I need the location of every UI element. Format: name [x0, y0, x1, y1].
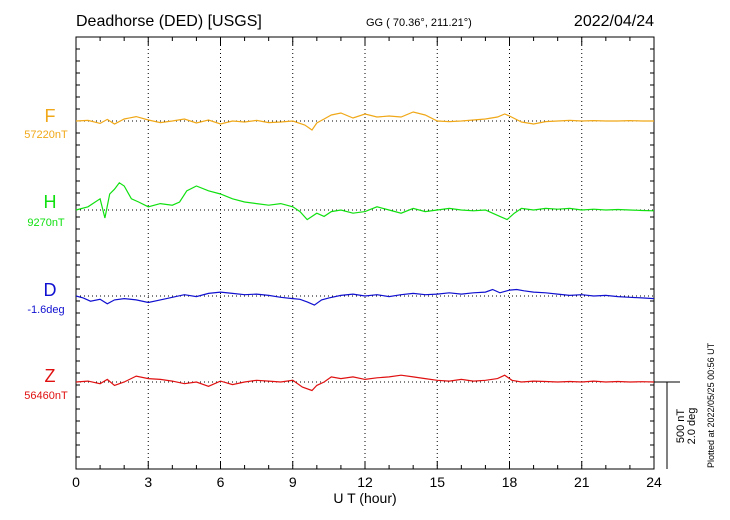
x-tick-label-21: 21	[574, 474, 590, 490]
axis-ticks	[75, 37, 655, 469]
series-baseline-value-D: -1.6deg	[27, 304, 64, 316]
series-line-Z	[75, 374, 655, 392]
series-line-D	[75, 288, 655, 306]
series-baseline-value-F: 57220nT	[24, 129, 68, 141]
x-tick-label-15: 15	[429, 474, 445, 490]
station-coordinates: GG ( 70.36°, 211.21°)	[366, 17, 472, 29]
scale-bar: 500 nT 2.0 deg	[654, 381, 698, 469]
series-baseline-value-Z: 56460nT	[24, 390, 68, 402]
x-tick-label-3: 3	[144, 474, 152, 490]
x-tick-label-24: 24	[646, 474, 662, 490]
chart-date: 2022/04/24	[574, 13, 654, 30]
scale-bar-deg-label: 2.0 deg	[686, 408, 698, 445]
x-tick-label-0: 0	[72, 474, 80, 490]
scale-bar-nt-label: 500 nT	[675, 409, 687, 444]
series-name-D: D	[44, 280, 57, 300]
series-baseline-value-H: 9270nT	[27, 217, 65, 229]
x-tick-label-12: 12	[357, 474, 373, 490]
series-baselines	[76, 120, 654, 383]
x-tick-label-6: 6	[217, 474, 225, 490]
series-name-Z: Z	[45, 366, 56, 386]
plotted-at-note: Plotted at 2022/05/25 00:56 UT	[706, 342, 716, 468]
series-name-F: F	[45, 106, 56, 126]
x-axis-label: U T (hour)	[333, 490, 396, 506]
station-title: Deadhorse (DED) [USGS]	[76, 13, 262, 30]
series-lines	[75, 111, 655, 392]
x-tick-label-18: 18	[502, 474, 518, 490]
series-line-H	[75, 181, 655, 221]
series-labels: F 57220nT H 9270nT D -1.6deg Z 56460nT	[24, 106, 68, 402]
x-tick-label-9: 9	[289, 474, 297, 490]
series-line-F	[75, 111, 654, 131]
x-tick-labels: 0 3 6 9 12 15 18 21 24	[72, 474, 662, 490]
series-name-H: H	[44, 192, 57, 212]
vertical-gridlines	[147, 37, 583, 469]
